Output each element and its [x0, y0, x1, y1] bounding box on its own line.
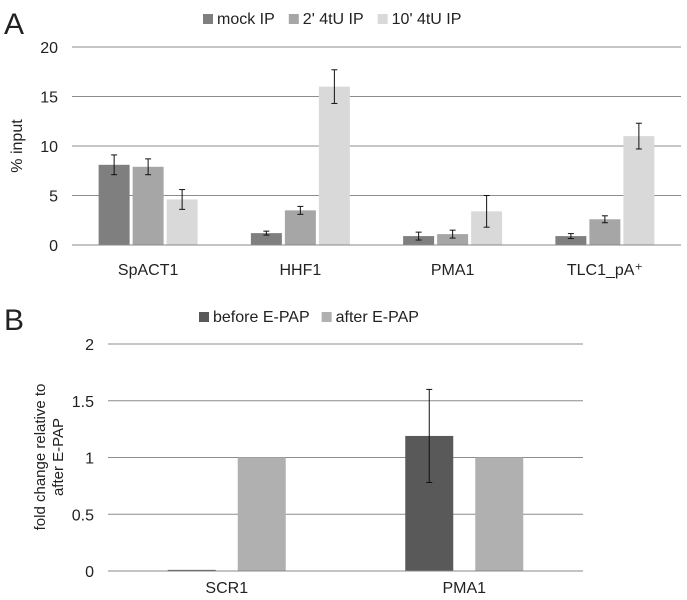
bar-mock-ip-tlc1-pa — [555, 236, 587, 245]
panel-b-letter: B — [4, 304, 24, 337]
legend-label-before-e-pap: before E-PAP — [213, 309, 310, 326]
panel-a-y-axis-label: % input — [9, 119, 26, 173]
panel-b-x-tick-labels: SCR1 PMA1 — [205, 580, 486, 597]
panel-a-letter: A — [4, 8, 24, 41]
panel-b-y-tick-labels: 0 0.5 1 1.5 2 — [72, 337, 94, 581]
panel-b-legend: before E-PAP after E-PAP — [199, 309, 419, 326]
y-tick-label: 0 — [85, 564, 94, 581]
legend-swatch-2-4tu-ip — [288, 14, 299, 24]
legend-swatch-before-e-pap — [199, 312, 209, 322]
legend-label-after-e-pap: after E-PAP — [336, 309, 419, 326]
category-label-hhf1: HHF1 — [279, 262, 321, 279]
category-label-pma1: PMA1 — [442, 580, 486, 597]
legend-label-2-4tu-ip: 2' 4tU IP — [303, 11, 364, 28]
panel-a: A 0 5 10 15 20 % input SpACT1 HHF1 PMA1 TLC1_pA… — [4, 8, 681, 279]
panel-a-gridlines — [72, 46, 681, 196]
bar-2-4tu-ip-tlc1-pa — [589, 219, 621, 245]
panel-a-x-tick-labels: SpACT1 HHF1 PMA1 TLC1_pA⁺ — [118, 262, 643, 279]
panel-a-bars — [98, 86, 655, 245]
panel-a-y-tick-labels: 0 5 10 15 20 — [40, 40, 58, 255]
legend-swatch-after-e-pap — [321, 312, 332, 322]
y-tick-label: 0 — [49, 238, 58, 255]
category-label-pma1: PMA1 — [431, 262, 475, 279]
legend-swatch-10-4tu-ip — [377, 14, 388, 24]
bar-2-4tu-ip-spact1 — [132, 166, 164, 245]
panel-b-bars — [167, 435, 524, 571]
y-tick-label: 2 — [85, 337, 94, 354]
bar-2-4tu-ip-pma1 — [437, 234, 469, 245]
category-label-tlc1-pa: TLC1_pA⁺ — [567, 262, 643, 279]
legend-swatch-mock-ip — [203, 14, 213, 24]
panel-b-error-bars — [426, 388, 433, 483]
bar-after-e-pap-pma1 — [475, 457, 524, 571]
panel-a-legend: mock IP 2' 4tU IP 10' 4tU IP — [203, 11, 461, 28]
y-tick-label: 10 — [40, 139, 58, 156]
bar-mock-ip-spact1 — [98, 164, 130, 245]
y-tick-label: 1 — [85, 451, 94, 468]
panel-b-y-axis-label-line-1: fold change relative to — [32, 384, 49, 531]
y-tick-label: 20 — [40, 40, 58, 57]
y-tick-label: 5 — [49, 189, 58, 206]
category-label-spact1: SpACT1 — [118, 262, 179, 279]
panel-a-error-bars — [111, 69, 642, 241]
category-label-scr1: SCR1 — [205, 580, 248, 597]
y-tick-label: 1.5 — [72, 394, 94, 411]
y-tick-label: 15 — [40, 90, 58, 107]
bar-after-e-pap-scr1 — [237, 457, 286, 571]
bar-10-4tu-ip-hhf1 — [318, 86, 350, 245]
bar-10-4tu-ip-tlc1-pa — [623, 136, 655, 245]
bar-mock-ip-hhf1 — [250, 233, 282, 245]
bar-before-e-pap-scr1 — [167, 569, 216, 571]
panel-b: B 0 0.5 1 1.5 2 fold change relative to afte… — [4, 304, 583, 597]
legend-label-10-4tu-ip: 10' 4tU IP — [392, 11, 462, 28]
bar-2-4tu-ip-hhf1 — [284, 210, 316, 245]
y-tick-label: 0.5 — [72, 507, 94, 524]
panel-b-y-axis-label-line-2: after E-PAP — [50, 418, 67, 496]
legend-label-mock-ip: mock IP — [217, 11, 275, 28]
